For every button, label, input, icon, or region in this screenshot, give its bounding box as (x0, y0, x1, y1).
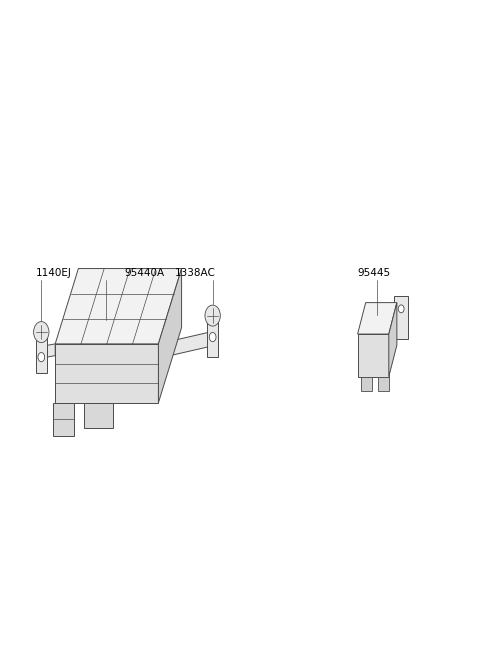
Text: 95445: 95445 (358, 269, 391, 278)
Circle shape (205, 305, 220, 326)
Circle shape (398, 305, 404, 312)
Polygon shape (36, 337, 47, 373)
Polygon shape (361, 377, 372, 391)
Polygon shape (53, 403, 74, 436)
Polygon shape (158, 269, 181, 403)
Circle shape (38, 352, 45, 362)
Polygon shape (158, 331, 216, 358)
Polygon shape (207, 321, 218, 357)
Polygon shape (55, 344, 158, 403)
Polygon shape (378, 377, 389, 391)
Polygon shape (55, 269, 181, 344)
Polygon shape (358, 334, 389, 377)
Text: 95440A: 95440A (125, 269, 165, 278)
Text: 1140EJ: 1140EJ (36, 269, 72, 278)
Polygon shape (358, 303, 397, 334)
Circle shape (209, 333, 216, 342)
Polygon shape (84, 403, 113, 428)
Circle shape (34, 322, 49, 343)
Polygon shape (389, 303, 397, 377)
Polygon shape (37, 344, 55, 359)
Polygon shape (395, 296, 408, 339)
Text: 1338AC: 1338AC (175, 269, 216, 278)
